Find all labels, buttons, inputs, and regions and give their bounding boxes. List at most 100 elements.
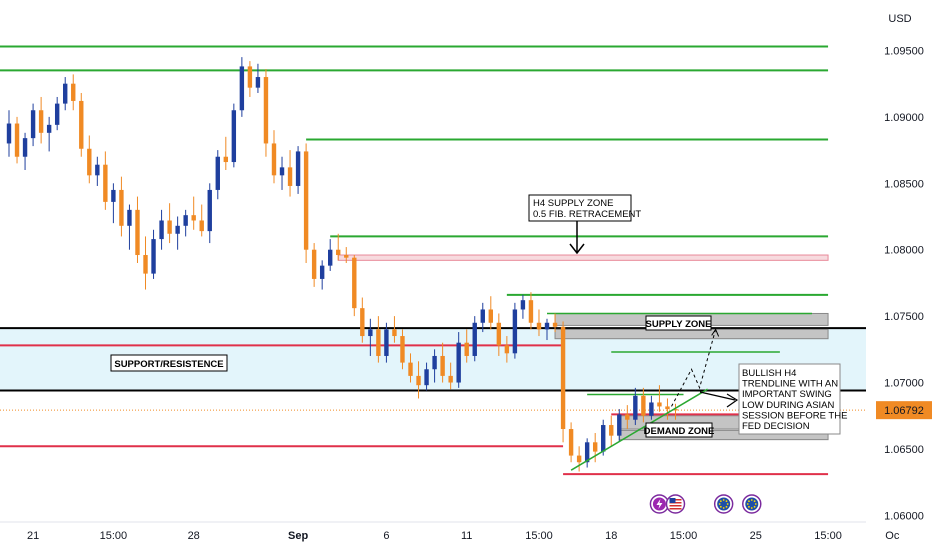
candle-34[interactable]	[279, 167, 285, 176]
candle-51[interactable]	[416, 375, 421, 386]
candle-61[interactable]	[496, 322, 502, 346]
candle-40[interactable]	[328, 249, 333, 266]
candle-58[interactable]	[472, 322, 477, 356]
candle-57[interactable]	[464, 342, 469, 356]
candle-39[interactable]	[319, 265, 325, 279]
candle-75[interactable]	[609, 425, 614, 436]
candle-21[interactable]	[175, 225, 180, 234]
eu-flag-icon[interactable]	[742, 494, 762, 514]
candle-15[interactable]	[127, 209, 132, 226]
eu-star-4	[718, 503, 721, 505]
drawings-layer	[570, 328, 720, 471]
eu-flag-icon[interactable]	[713, 494, 734, 514]
candle-20[interactable]	[167, 220, 172, 234]
candle-43[interactable]	[352, 257, 357, 309]
candle-30[interactable]	[247, 66, 253, 88]
candle-27[interactable]	[223, 156, 229, 163]
candle-71[interactable]	[576, 455, 582, 463]
candle-64[interactable]	[520, 300, 526, 310]
candle-67[interactable]	[544, 322, 550, 330]
candle-32[interactable]	[263, 77, 269, 144]
candle-23[interactable]	[191, 215, 196, 221]
candle-56[interactable]	[456, 342, 461, 383]
candle-36[interactable]	[295, 151, 301, 186]
candle-76[interactable]	[617, 414, 622, 436]
events-layer[interactable]	[649, 494, 762, 514]
candle-24[interactable]	[199, 220, 204, 232]
candle-50[interactable]	[408, 362, 413, 376]
candle-10[interactable]	[87, 148, 92, 176]
candle-9[interactable]	[79, 100, 84, 149]
price-tick-7: 1.06000	[884, 510, 924, 522]
time-tick-9: 25	[750, 530, 762, 542]
candle-44[interactable]	[360, 308, 365, 337]
candle-35[interactable]	[287, 167, 293, 186]
candle-22[interactable]	[183, 215, 188, 226]
candle-12[interactable]	[103, 164, 108, 202]
candle-72[interactable]	[584, 442, 590, 463]
candle-41[interactable]	[336, 249, 341, 256]
candle-13[interactable]	[111, 189, 116, 202]
candle-70[interactable]	[568, 429, 574, 456]
candle-55[interactable]	[448, 375, 453, 383]
candle-48[interactable]	[392, 329, 397, 337]
candle-0[interactable]	[6, 123, 12, 144]
candle-38[interactable]	[311, 249, 317, 279]
candle-7[interactable]	[63, 83, 68, 104]
candle-11[interactable]	[95, 164, 100, 176]
candle-18[interactable]	[151, 239, 156, 274]
candle-2[interactable]	[22, 138, 28, 157]
candle-29[interactable]	[239, 66, 245, 111]
candle-77[interactable]	[625, 414, 630, 420]
us-flag-icon[interactable]	[665, 494, 686, 514]
candle-82[interactable]	[665, 406, 670, 410]
last-price-badge	[876, 401, 932, 420]
candle-16[interactable]	[135, 209, 140, 256]
candle-37[interactable]	[303, 151, 309, 250]
candle-46[interactable]	[376, 329, 381, 356]
candle-33[interactable]	[271, 143, 277, 176]
candle-14[interactable]	[119, 189, 124, 226]
candle-1[interactable]	[14, 123, 20, 157]
candle-4[interactable]	[38, 110, 44, 133]
candle-28[interactable]	[231, 110, 237, 163]
candle-74[interactable]	[601, 425, 606, 452]
candle-78[interactable]	[633, 395, 638, 420]
candle-47[interactable]	[384, 329, 389, 356]
candle-59[interactable]	[480, 309, 485, 323]
candle-5[interactable]	[46, 124, 52, 133]
candle-25[interactable]	[207, 189, 212, 232]
candle-62[interactable]	[504, 345, 510, 354]
candle-6[interactable]	[54, 103, 60, 125]
candle-31[interactable]	[255, 77, 261, 88]
candle-65[interactable]	[528, 300, 534, 323]
candle-73[interactable]	[592, 442, 598, 452]
candle-52[interactable]	[424, 369, 429, 386]
candle-54[interactable]	[440, 355, 445, 376]
price-tick-5: 1.07000	[884, 378, 924, 390]
bullish-note-arrow-shaft	[699, 391, 736, 401]
candle-69[interactable]	[560, 326, 566, 430]
candle-8[interactable]	[71, 83, 76, 101]
candle-63[interactable]	[512, 309, 518, 354]
candle-42[interactable]	[344, 255, 349, 258]
lightning-icon[interactable]	[649, 494, 670, 514]
candle-66[interactable]	[536, 322, 542, 330]
candle-53[interactable]	[432, 355, 437, 370]
candle-19[interactable]	[159, 220, 164, 240]
demand-zone-box	[645, 422, 713, 438]
candle-49[interactable]	[400, 336, 405, 363]
candle-45[interactable]	[368, 329, 373, 337]
candle-83[interactable]	[673, 409, 678, 411]
time-tick-3: Sep	[288, 530, 308, 542]
candle-26[interactable]	[215, 156, 220, 190]
candle-80[interactable]	[649, 402, 654, 416]
candles-layer[interactable]	[6, 57, 678, 472]
candle-81[interactable]	[657, 402, 662, 407]
candle-3[interactable]	[30, 110, 36, 139]
candle-60[interactable]	[488, 309, 493, 323]
candle-68[interactable]	[552, 322, 558, 327]
candle-17[interactable]	[143, 255, 148, 274]
candle-79[interactable]	[641, 395, 646, 416]
